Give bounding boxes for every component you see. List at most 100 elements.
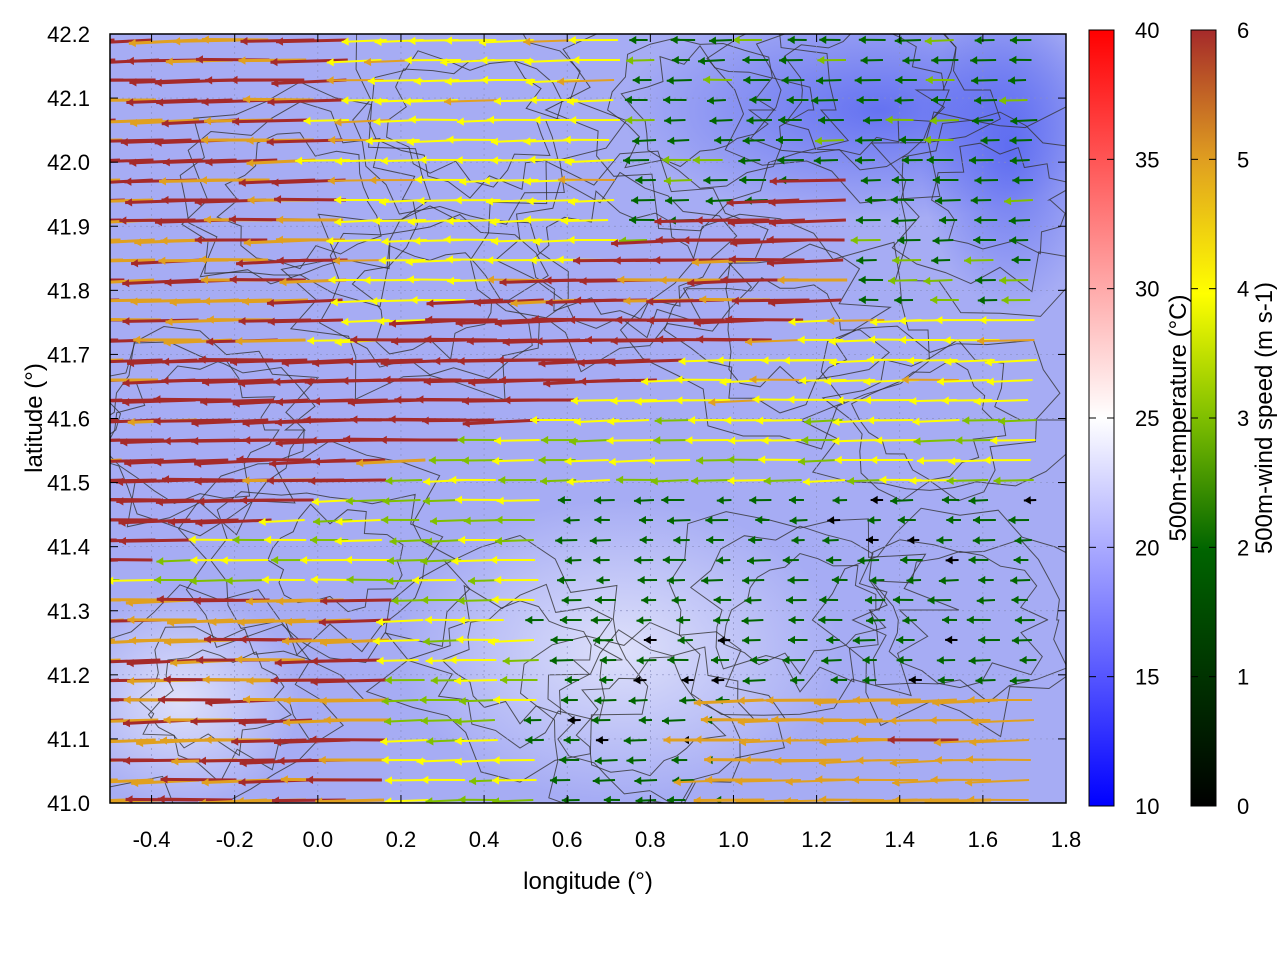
- wind-vector-head: [937, 675, 945, 685]
- wind-vector: [454, 679, 498, 683]
- terrain-contour: [110, 584, 366, 803]
- wind-vector-head: [634, 776, 642, 785]
- wind-vector-head: [274, 195, 282, 204]
- wind-vector-head: [131, 259, 139, 268]
- terrain-contour: [209, 491, 444, 656]
- wind-vector: [496, 499, 540, 502]
- wind-vector-head: [125, 795, 133, 803]
- wind-vector-head: [454, 736, 462, 746]
- wind-vector-head: [716, 496, 724, 505]
- wind-vector-head: [613, 256, 621, 265]
- wind-vector: [335, 519, 381, 523]
- wind-vector-head: [967, 695, 975, 705]
- wind-vector-head: [275, 235, 283, 244]
- wind-vector-head: [498, 376, 506, 385]
- terrain-contour: [547, 629, 756, 803]
- wind-vector-head: [626, 756, 634, 765]
- wind-vector-head: [671, 55, 679, 65]
- wind-vector-head: [406, 137, 414, 147]
- wind-vector-head: [157, 795, 165, 803]
- wind-vector-head: [935, 315, 943, 325]
- wind-vector-head: [898, 135, 906, 145]
- wind-vector-head: [789, 516, 797, 525]
- wind-vector-head: [857, 556, 865, 565]
- wind-vector-head: [232, 399, 240, 408]
- wind-vector-head: [494, 319, 502, 328]
- wind-vector-head: [638, 715, 646, 725]
- wind-vector: [802, 479, 846, 484]
- wind-vector-head: [945, 555, 953, 565]
- temperature-colorbar-tick-label: 40: [1135, 18, 1159, 43]
- wind-vector-head: [655, 235, 663, 245]
- wind-vector-head: [303, 116, 311, 126]
- wind-vector-head: [635, 175, 643, 185]
- wind-vector-head: [641, 377, 649, 386]
- wind-vector: [455, 318, 533, 325]
- wind-vector-head: [468, 378, 476, 387]
- wind-vector-head: [87, 495, 94, 503]
- wind-vector-head: [242, 476, 250, 485]
- wind-vector-head: [727, 218, 735, 227]
- wind-vector-head: [426, 737, 434, 746]
- wind-vector-head: [125, 598, 133, 607]
- wind-vector: [421, 418, 495, 423]
- wind-vector-head: [92, 297, 99, 305]
- wind-vector-head: [561, 695, 569, 705]
- wind-vector-head: [203, 635, 212, 644]
- wind-vector: [205, 158, 278, 164]
- wind-vector-head: [865, 196, 873, 205]
- wind-vector-head: [927, 596, 935, 605]
- wind-vector-head: [818, 758, 826, 767]
- wind-vector-head: [563, 735, 571, 745]
- wind-vector-head: [966, 615, 974, 625]
- wind-vector-head: [869, 576, 877, 585]
- wind-vector-head: [836, 396, 844, 405]
- wind-vector: [447, 279, 495, 283]
- wind-vector-head: [163, 675, 171, 684]
- wind-vector-head: [386, 576, 394, 586]
- wind-vector-head: [533, 115, 541, 125]
- wind-vector-head: [429, 516, 438, 526]
- wind-vector-head: [735, 777, 743, 786]
- wind-vector-head: [303, 415, 311, 425]
- wind-vector-head: [206, 337, 214, 346]
- wind-vector-head: [699, 295, 707, 304]
- wind-vector-head: [676, 615, 684, 625]
- wind-vector-head: [817, 55, 825, 65]
- wind-vector-head: [194, 477, 202, 486]
- wind-vector-head: [307, 336, 315, 345]
- wind-vector-head: [696, 456, 704, 465]
- wind-vector-head: [444, 77, 452, 86]
- wind-vector: [566, 99, 614, 103]
- wind-vector-head: [455, 156, 463, 165]
- wind-vector-head: [196, 655, 204, 665]
- wind-vector: [110, 158, 154, 163]
- wind-vector-head: [832, 437, 840, 446]
- wind-vector-head: [783, 797, 791, 803]
- wind-vector-head: [443, 235, 451, 244]
- wind-vector-head: [449, 475, 457, 485]
- wind-vector-head: [173, 37, 181, 46]
- wind-vector-head: [423, 377, 431, 386]
- wind-vector-head: [345, 496, 353, 506]
- wind-vector-head: [500, 675, 508, 685]
- wind-vector-head: [687, 278, 695, 288]
- wind-vector-head: [330, 298, 338, 307]
- wind-vector: [110, 698, 120, 702]
- wind-vector-head: [457, 435, 465, 445]
- wind-vector-head: [912, 417, 920, 426]
- wind-vector-head: [557, 77, 565, 86]
- wind-vector-head: [639, 535, 647, 545]
- temperature-colorbar-tick-label: 20: [1135, 535, 1159, 560]
- wind-vector-head: [372, 216, 380, 226]
- wind-vector-head: [866, 355, 874, 364]
- wind-vector: [783, 739, 848, 742]
- wind-vector-head: [599, 655, 607, 665]
- wind-vector-head: [611, 239, 619, 248]
- wind-vector-head: [741, 616, 749, 625]
- wind-vector-head: [327, 176, 335, 185]
- wind-vector: [231, 738, 307, 744]
- wind-vector-head: [849, 798, 857, 803]
- wind-vector-head: [638, 515, 646, 525]
- wind-vector-head: [968, 656, 976, 665]
